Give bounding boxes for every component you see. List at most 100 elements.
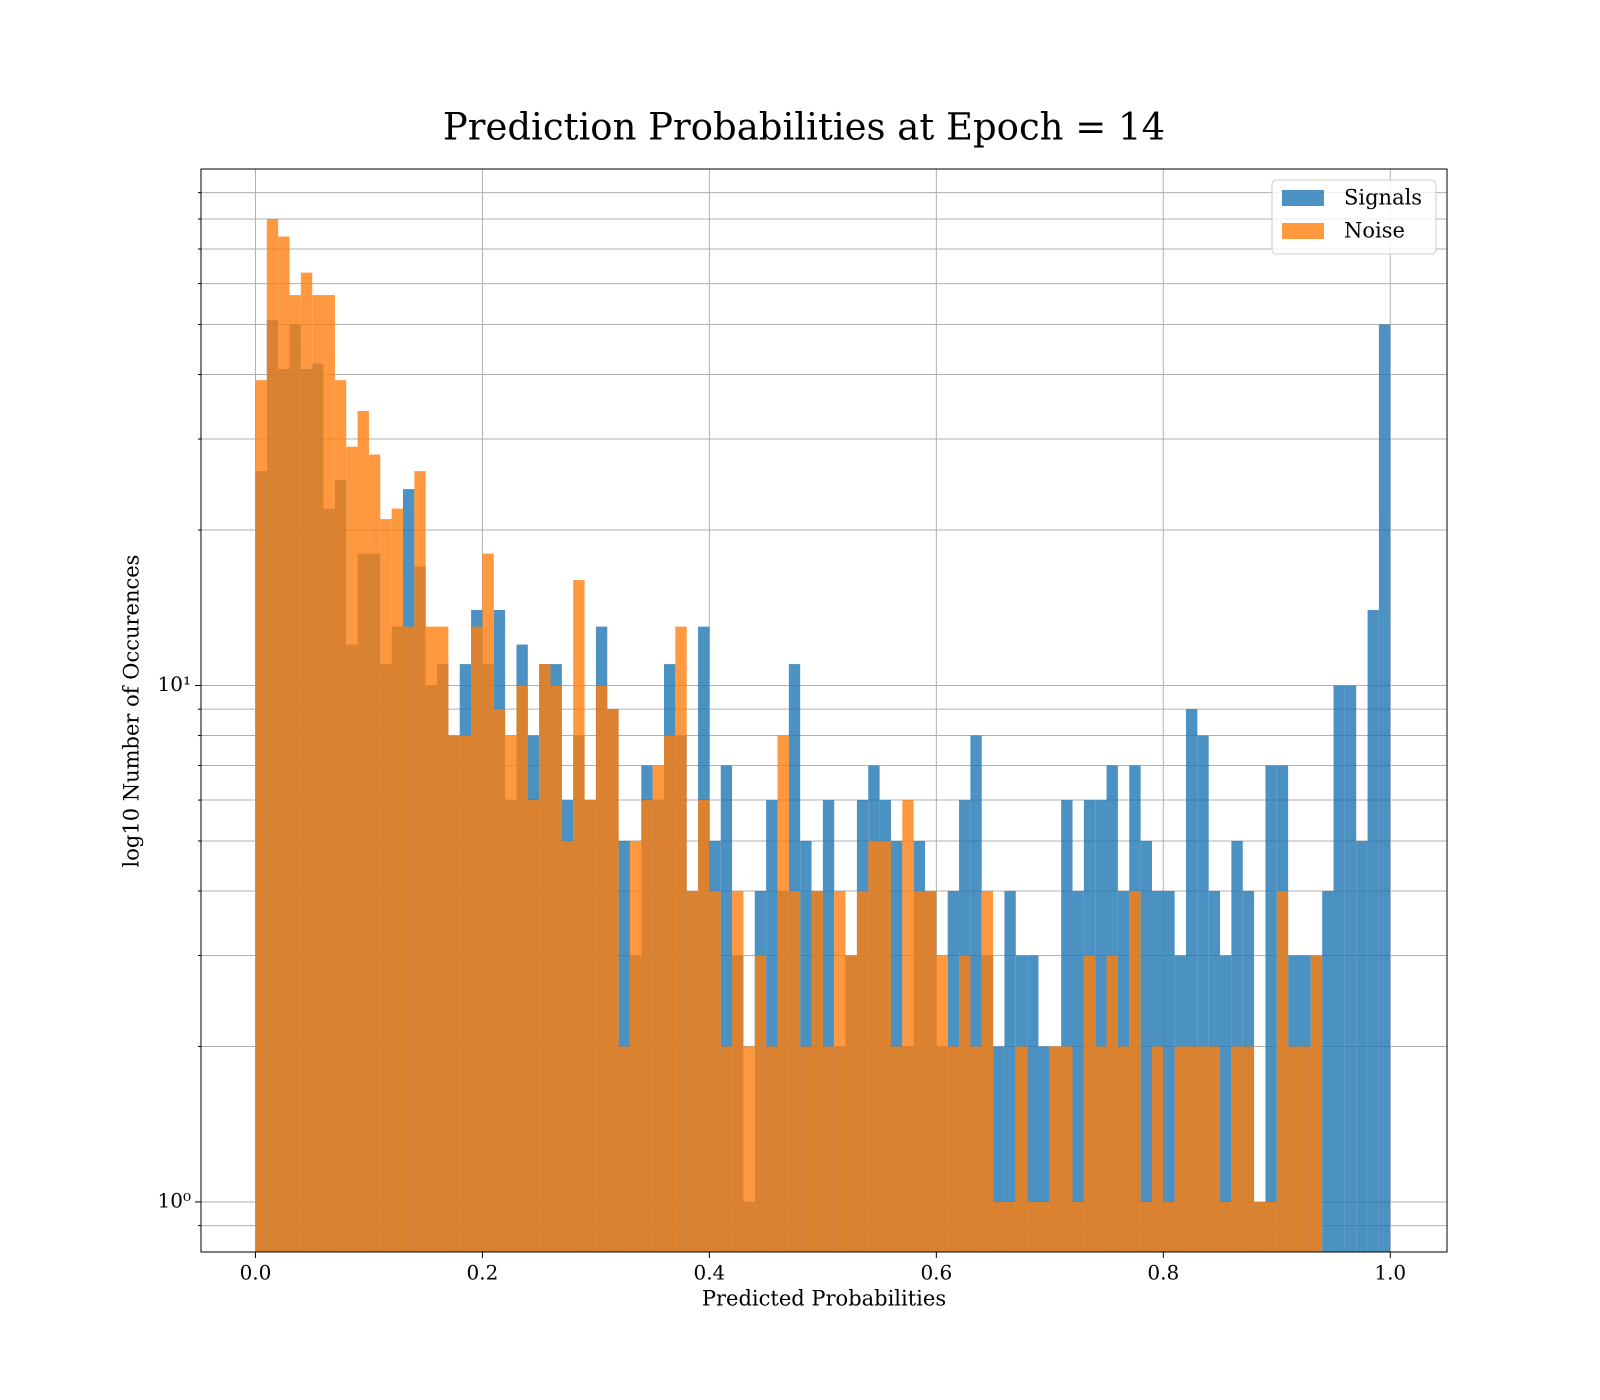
bar xyxy=(970,735,982,1252)
bar xyxy=(1185,709,1198,1252)
bar xyxy=(1356,840,1368,1252)
bar xyxy=(868,840,880,1252)
bar xyxy=(1140,840,1152,1252)
bar xyxy=(970,1046,982,1252)
bar xyxy=(1027,955,1039,1252)
bar xyxy=(323,295,335,1252)
bar xyxy=(448,735,460,1252)
bar xyxy=(1027,1201,1039,1252)
bar xyxy=(1288,1046,1300,1252)
bar xyxy=(357,410,369,1252)
bar xyxy=(1174,1046,1186,1252)
bar xyxy=(300,272,313,1252)
bar xyxy=(334,380,347,1252)
bar xyxy=(1265,765,1277,1252)
bar xyxy=(947,1046,960,1252)
bar xyxy=(1367,610,1379,1252)
bar xyxy=(380,519,392,1252)
bar xyxy=(1231,1046,1243,1252)
bar xyxy=(993,1201,1005,1252)
bar xyxy=(1004,891,1016,1252)
bar xyxy=(766,1046,778,1252)
bar xyxy=(1106,955,1118,1252)
bar xyxy=(822,800,835,1252)
chart-title: Prediction Probabilities at Epoch = 14 xyxy=(443,106,1165,149)
bar xyxy=(845,955,857,1252)
bar xyxy=(1038,1201,1050,1252)
bar xyxy=(732,891,744,1252)
bar xyxy=(527,800,540,1252)
bar xyxy=(902,800,914,1252)
legend-label: Signals xyxy=(1344,186,1422,210)
bar xyxy=(493,709,506,1252)
x-tick-label: 0.2 xyxy=(467,1261,499,1285)
bar xyxy=(618,1046,630,1252)
bar xyxy=(1072,891,1084,1252)
bar xyxy=(312,295,324,1252)
bar xyxy=(402,626,415,1252)
bar xyxy=(788,891,801,1252)
bar xyxy=(1038,1046,1050,1252)
bar xyxy=(936,955,948,1252)
bar xyxy=(1208,1046,1221,1252)
bar xyxy=(1163,891,1175,1252)
bar xyxy=(584,800,596,1252)
bar xyxy=(1265,1201,1277,1252)
bar xyxy=(1322,891,1334,1252)
bar xyxy=(777,735,789,1252)
bar xyxy=(698,800,710,1252)
bar xyxy=(641,800,653,1252)
legend-label: Noise xyxy=(1344,219,1405,243)
x-axis-label: Predicted Probabilities xyxy=(702,1287,946,1311)
bar xyxy=(1095,800,1107,1252)
bar xyxy=(663,735,676,1252)
bar xyxy=(1220,1201,1232,1252)
bar xyxy=(437,626,449,1252)
bar xyxy=(1344,685,1357,1252)
bar xyxy=(278,236,290,1252)
bar xyxy=(1049,1046,1062,1252)
bar xyxy=(516,685,528,1252)
x-tick-label: 0.0 xyxy=(240,1261,272,1285)
x-tick-label: 1.0 xyxy=(1374,1261,1406,1285)
bar xyxy=(1333,685,1345,1252)
bar xyxy=(800,1046,812,1252)
bar xyxy=(720,1046,733,1252)
bar xyxy=(573,580,585,1252)
bar xyxy=(822,1046,835,1252)
bar xyxy=(879,840,891,1252)
bar xyxy=(1151,1046,1164,1252)
bar xyxy=(1185,1046,1198,1252)
legend-swatch xyxy=(1282,190,1324,206)
x-tick-label: 0.4 xyxy=(693,1261,725,1285)
x-tick-label: 0.6 xyxy=(920,1261,952,1285)
bar xyxy=(913,891,925,1252)
bar xyxy=(266,219,279,1253)
plot-frame xyxy=(200,168,1448,1253)
bar xyxy=(607,709,619,1252)
bar xyxy=(550,685,562,1252)
bar xyxy=(811,891,823,1252)
bar xyxy=(720,765,733,1252)
bar xyxy=(1378,324,1391,1252)
bar xyxy=(629,840,642,1252)
bar xyxy=(1197,1046,1209,1252)
y-axis-label: log10 Number of Occurences xyxy=(120,555,144,868)
bar xyxy=(766,800,778,1252)
bar xyxy=(1095,1046,1107,1252)
bar xyxy=(1072,1201,1084,1252)
bar xyxy=(1197,735,1209,1252)
bar xyxy=(1015,1046,1028,1252)
bar xyxy=(595,685,608,1252)
bar xyxy=(459,735,472,1252)
bar xyxy=(1220,955,1232,1252)
bar xyxy=(289,295,301,1252)
bar xyxy=(505,735,517,1252)
bar xyxy=(993,1046,1005,1252)
bar xyxy=(675,626,687,1252)
bar xyxy=(743,1046,755,1252)
bar xyxy=(834,891,846,1252)
bar xyxy=(425,626,438,1252)
